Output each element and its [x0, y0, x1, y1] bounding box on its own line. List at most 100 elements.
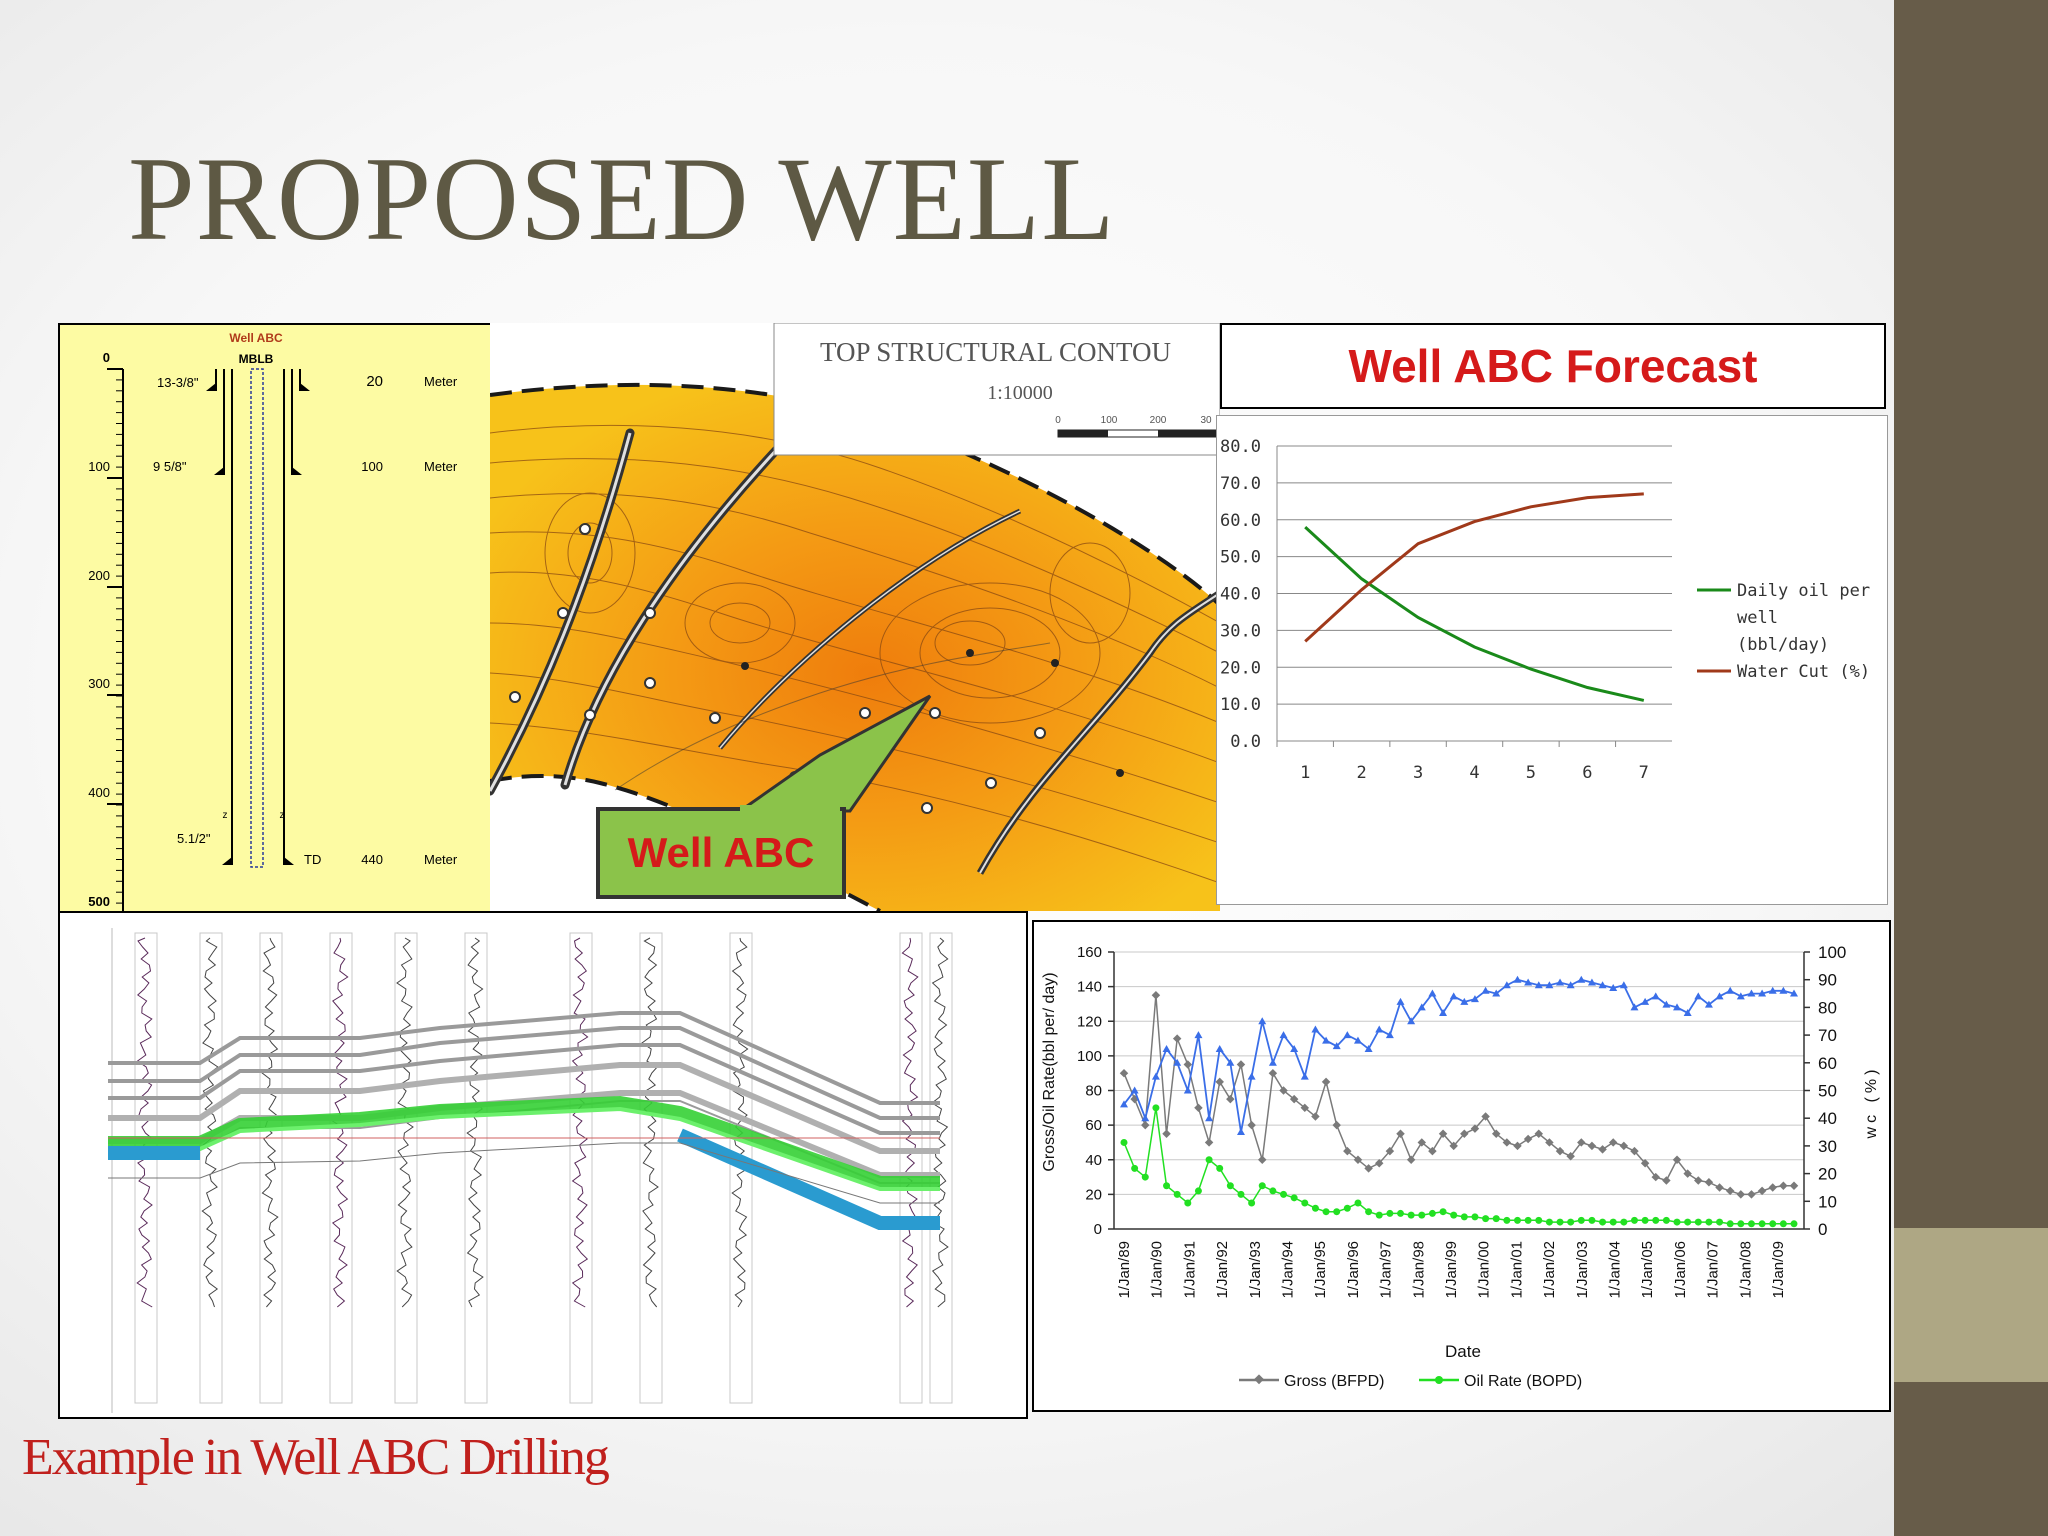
wc-point: [1481, 986, 1490, 994]
oil-rate-point: [1248, 1199, 1256, 1207]
log-curve: [641, 937, 659, 1308]
wc-point: [1747, 989, 1756, 997]
production-xtick: 1/Jan/89: [1116, 1241, 1133, 1299]
production-ytick: 160: [1077, 944, 1102, 961]
forecast-ytick: 40.0: [1220, 585, 1261, 605]
forecast-xtick: 6: [1582, 763, 1592, 783]
production-xtick: 1/Jan/05: [1639, 1241, 1656, 1299]
gross-point: [1204, 1138, 1214, 1147]
casing-1-depth: 20: [366, 373, 383, 390]
depth-tick-300: 300: [88, 676, 110, 691]
oil-rate-point: [1652, 1216, 1660, 1224]
casing-strings: [215, 369, 301, 865]
production-legend-label: Oil Rate (BOPD): [1464, 1373, 1582, 1390]
log-track: [329, 932, 353, 1404]
wc-point: [1226, 1058, 1235, 1066]
production-y2tick: 50: [1818, 1082, 1837, 1101]
cross-section-panel: [58, 911, 1028, 1419]
log-track: [639, 932, 663, 1404]
map-scale-label: 1:10000: [987, 382, 1053, 404]
production-xtick: 1/Jan/02: [1541, 1241, 1558, 1299]
wc-point: [1258, 1017, 1267, 1025]
production-xtick: 1/Jan/98: [1410, 1241, 1427, 1299]
gross-point: [1258, 1155, 1267, 1164]
oil-rate-point: [1726, 1220, 1734, 1228]
oil-rate-point: [1141, 1173, 1149, 1181]
oil-rate-point: [1450, 1211, 1458, 1219]
wc-series: [1120, 975, 1798, 1136]
oil-rate-point: [1790, 1220, 1798, 1228]
oil-rate-point: [1716, 1218, 1724, 1226]
casing-3-size: 5.1/2": [177, 831, 211, 846]
production-xlabel: Date: [1445, 1342, 1481, 1361]
gross-point: [1226, 1094, 1235, 1104]
gross-point: [1151, 991, 1161, 1000]
forecast-ytick: 70.0: [1220, 474, 1261, 494]
production-xtick: 1/Jan/91: [1181, 1241, 1198, 1299]
wc-point: [1236, 1128, 1245, 1136]
gross-point: [1725, 1186, 1735, 1196]
gross-point: [1598, 1145, 1607, 1154]
production-y2tick: 90: [1818, 971, 1837, 990]
gross-point: [1141, 1120, 1150, 1130]
wc-point: [1630, 1003, 1639, 1011]
oil-rate-point: [1163, 1182, 1171, 1190]
gross-point: [1215, 1077, 1224, 1087]
wc-point: [1768, 986, 1777, 994]
log-track: [464, 932, 488, 1404]
wc-point: [1120, 1100, 1128, 1108]
wc-point: [1407, 1017, 1416, 1025]
oil-rate-point: [1280, 1190, 1288, 1198]
oil-rate-point: [1769, 1220, 1777, 1228]
production-xtick: 1/Jan/99: [1443, 1241, 1460, 1299]
wc-point: [1779, 986, 1788, 994]
slide-caption: Example in Well ABC Drilling: [22, 1429, 610, 1486]
gross-point: [1608, 1138, 1618, 1147]
forecast-xtick: 4: [1469, 763, 1479, 783]
production-ytick: 80: [1085, 1083, 1102, 1100]
wc-point: [1470, 995, 1479, 1003]
production-legend-label: Gross (BFPD): [1284, 1373, 1384, 1390]
forecast-watercut-line: [1304, 492, 1644, 643]
schematic-mblb: MBLB: [239, 352, 274, 366]
production-legend-marker: [1435, 1376, 1443, 1384]
production-xtick: 1/Jan/01: [1508, 1241, 1525, 1299]
oil-rate-point: [1662, 1216, 1670, 1224]
gross-point: [1768, 1183, 1777, 1192]
forecast-xtick: 1: [1300, 763, 1310, 783]
scale-tick-100: 100: [1101, 415, 1118, 426]
gross-point: [1747, 1190, 1756, 1199]
wc-point: [1247, 1072, 1256, 1080]
oil-rate-point: [1620, 1218, 1628, 1226]
wc-point: [1534, 981, 1543, 989]
side-accent-bar: [1894, 0, 2048, 1536]
gross-point: [1683, 1169, 1692, 1178]
oil-rate-point: [1556, 1218, 1564, 1226]
production-ytick: 20: [1085, 1186, 1102, 1203]
depth-tick-500: 500: [88, 894, 110, 909]
production-y2label: wc (%): [1863, 1066, 1880, 1140]
production-y2tick: 30: [1818, 1137, 1837, 1156]
wc-point: [1502, 981, 1511, 989]
gross-point: [1513, 1141, 1522, 1151]
forecast-xtick: 7: [1639, 763, 1649, 783]
wc-point: [1449, 992, 1458, 1000]
forecast-title-box: Well ABC Forecast: [1220, 323, 1886, 409]
wc-point: [1641, 997, 1650, 1005]
oil-rate-point: [1386, 1209, 1394, 1217]
well-callout-box: [596, 807, 846, 899]
z-marker-right: z: [280, 810, 285, 821]
gross-point: [1236, 1060, 1246, 1069]
casing-1-size: 13-3/8": [157, 375, 199, 390]
wc-point: [1205, 1114, 1214, 1122]
forecast-ytick: 30.0: [1220, 621, 1261, 641]
wc-point: [1790, 989, 1798, 997]
oil-rate-point: [1131, 1164, 1139, 1172]
casing-3-depth: 440: [361, 852, 383, 867]
wc-point: [1279, 1031, 1288, 1039]
production-ytick: 100: [1077, 1048, 1102, 1065]
wc-point: [1343, 1031, 1352, 1039]
oil-rate-point: [1290, 1194, 1298, 1202]
production-y2tick: 20: [1818, 1165, 1837, 1184]
wc-point: [1290, 1044, 1299, 1052]
